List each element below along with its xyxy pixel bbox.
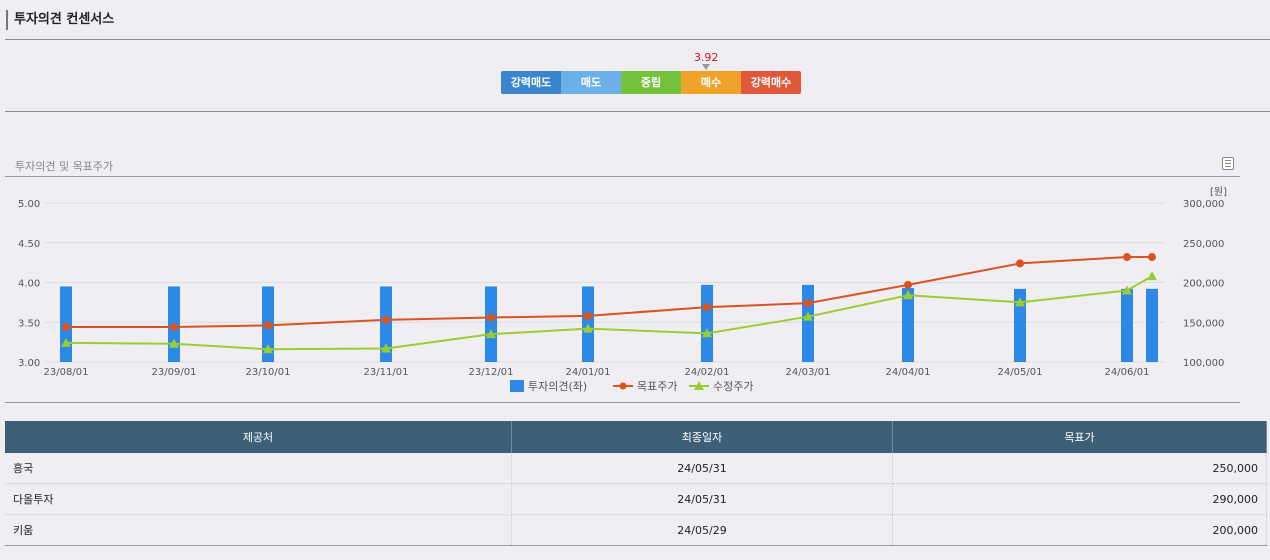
left-tick-label: 4.00: [18, 279, 40, 290]
target-price-point: [382, 315, 390, 324]
adjusted-price-point: [263, 344, 273, 354]
x-tick-label: 23/12/01: [469, 367, 514, 378]
adjusted-price-point: [702, 328, 712, 338]
legend-label: 투자의견(좌): [528, 380, 587, 393]
cell-target-price: 290,000: [892, 483, 1267, 515]
x-tick-label: 23/09/01: [152, 367, 197, 378]
target-price-point: [584, 311, 592, 320]
x-tick-label: 24/03/01: [786, 367, 831, 378]
x-tick-label: 23/08/01: [44, 367, 89, 378]
divider: [5, 402, 1240, 403]
target-price-point: [1016, 259, 1024, 268]
x-tick-label: 24/06/01: [1105, 367, 1150, 378]
target-price-point: [487, 313, 495, 322]
target-price-point: [1148, 253, 1156, 262]
divider: [5, 176, 1240, 177]
consensus-scale: 강력매도 매도 중립 매수 강력매수: [501, 71, 801, 94]
target-price-point: [170, 323, 178, 332]
scale-strong-buy: 강력매수: [741, 71, 801, 94]
opinion-bar: [802, 284, 814, 362]
cell-provider: 키움: [5, 514, 512, 546]
right-axis-unit: [원]: [1210, 186, 1227, 198]
scale-sell: 매도: [561, 71, 621, 94]
right-tick-label: 300,000: [1183, 199, 1224, 210]
target-price-line: [66, 256, 1152, 329]
divider: [5, 111, 1270, 112]
table-row: 키움 24/05/29 200,000: [5, 514, 1267, 546]
chart-title: 투자의견 및 목표주가: [15, 160, 114, 173]
target-price-point: [703, 303, 711, 312]
x-tick-label: 23/11/01: [364, 367, 409, 378]
adjusted-price-point: [169, 338, 179, 348]
adjusted-price-point: [486, 329, 496, 339]
adjusted-price-point: [903, 290, 913, 300]
table-row: 흥국 24/05/31 250,000: [5, 453, 1267, 484]
x-tick-label: 24/01/01: [566, 367, 611, 378]
left-tick-label: 3.00: [18, 358, 40, 369]
adjusted-price-point: [1015, 297, 1025, 307]
target-price-table: 제공처 최종일자 목표가 흥국 24/05/31 250,000 다올투자 24…: [5, 421, 1267, 546]
adjusted-price-point: [381, 343, 391, 353]
legend-label: 목표주가: [637, 380, 677, 393]
header-date[interactable]: 최종일자: [511, 421, 893, 453]
target-price-point: [264, 321, 272, 330]
cell-target-price: 250,000: [892, 453, 1267, 484]
legend-marker: [619, 382, 627, 390]
right-tick-label: 150,000: [1183, 318, 1224, 329]
cell-target-price: 200,000: [892, 514, 1267, 546]
table-row: 다올투자 24/05/31 290,000: [5, 483, 1267, 515]
opinion-bar: [1121, 288, 1133, 362]
opinion-bar: [701, 284, 713, 362]
target-price-point: [804, 299, 812, 308]
x-tick-label: 23/10/01: [246, 367, 291, 378]
right-tick-label: 100,000: [1183, 358, 1224, 369]
left-tick-label: 4.50: [18, 239, 40, 250]
opinion-bar: [902, 288, 914, 362]
scale-neutral: 중립: [621, 71, 681, 94]
x-tick-label: 24/05/01: [998, 367, 1043, 378]
target-price-point: [62, 323, 70, 332]
right-tick-label: 250,000: [1183, 239, 1224, 250]
cell-provider: 흥국: [5, 453, 512, 484]
adjusted-price-point: [1122, 285, 1132, 295]
target-price-point: [904, 280, 912, 289]
right-tick-label: 200,000: [1183, 279, 1224, 290]
opinion-bar: [485, 286, 497, 362]
scale-strong-sell: 강력매도: [501, 71, 561, 94]
header-provider[interactable]: 제공처: [5, 421, 512, 453]
opinion-bar: [1146, 288, 1158, 362]
adjusted-price-point: [583, 323, 593, 333]
header-target-price[interactable]: 목표가: [892, 421, 1267, 453]
adjusted-price-line: [65, 275, 1153, 351]
x-tick-label: 24/04/01: [886, 367, 931, 378]
opinion-target-price-chart: 5.00 300,000 4.50 250,000 4.00 200,000 3.50 150…: [18, 186, 1227, 393]
table-header-row: 제공처 최종일자 목표가: [5, 421, 1267, 453]
scale-buy: 매수: [681, 71, 741, 94]
left-tick-label: 3.50: [18, 318, 40, 329]
consensus-score: 3.92: [693, 51, 719, 64]
target-price-point: [1123, 253, 1131, 262]
opinion-bar: [380, 286, 392, 362]
adjusted-price-point: [61, 337, 71, 347]
section-title: 투자의견 컨센서스: [6, 10, 114, 30]
cell-date: 24/05/31: [511, 483, 893, 515]
legend-swatch-bar: [510, 380, 524, 392]
legend-marker: [694, 381, 704, 390]
x-tick-label: 24/02/01: [685, 367, 730, 378]
adjusted-price-point: [1147, 271, 1157, 281]
document-list-icon[interactable]: [1222, 157, 1234, 170]
cell-date: 24/05/29: [511, 514, 893, 546]
cell-provider: 다올투자: [5, 483, 512, 515]
adjusted-price-point: [803, 311, 813, 321]
left-tick-label: 5.00: [18, 199, 40, 210]
cell-date: 24/05/31: [511, 453, 893, 484]
divider: [5, 39, 1270, 40]
consensus-marker-icon: [702, 64, 711, 70]
legend-label: 수정주가: [713, 380, 753, 393]
opinion-bar: [1014, 288, 1026, 362]
